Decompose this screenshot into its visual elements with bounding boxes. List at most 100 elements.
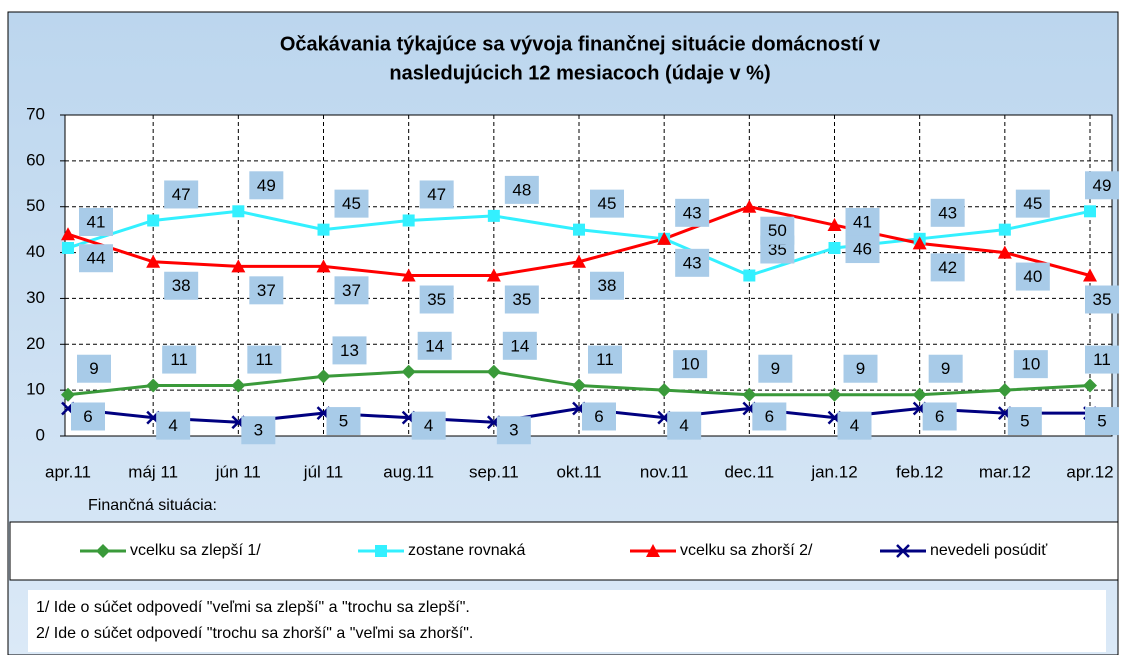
data-label: 38 — [172, 276, 191, 295]
data-label: 10 — [681, 355, 700, 374]
legend-label: vcelku sa zlepší 1/ — [130, 542, 261, 559]
data-label: 38 — [598, 276, 617, 295]
data-label-box — [249, 171, 284, 200]
data-label-box — [249, 276, 284, 305]
data-label: 11 — [596, 350, 614, 369]
data-label-box — [504, 175, 539, 204]
data-label: 9 — [771, 359, 780, 378]
marker — [232, 205, 245, 218]
data-label: 14 — [425, 336, 444, 355]
data-label: 45 — [1023, 194, 1042, 213]
data-label: 35 — [427, 290, 446, 309]
note: 2/ Ide o súčet odpovedí "trochu sa zhorš… — [36, 625, 473, 642]
marker — [573, 223, 585, 236]
data-label: 35 — [512, 290, 531, 309]
data-label: 6 — [83, 407, 92, 426]
marker — [827, 218, 842, 232]
data-label: 11 — [170, 350, 188, 369]
data-label-box — [1015, 262, 1050, 291]
chart-title: Očakávania týkajúce sa vývoja finančnej … — [280, 33, 881, 55]
x-tick-label: dec.11 — [724, 462, 774, 481]
marker — [742, 199, 757, 213]
data-label-box — [79, 244, 113, 273]
y-tick-label: 0 — [36, 425, 45, 444]
data-label: 48 — [512, 180, 531, 199]
data-label-box — [930, 198, 965, 227]
data-label-box — [164, 271, 199, 300]
data-label: 46 — [853, 240, 872, 259]
data-label-box — [332, 336, 367, 365]
data-label: 37 — [342, 281, 361, 300]
marker — [657, 231, 672, 245]
x-tick-label: sep.11 — [469, 462, 519, 481]
data-label-box — [1085, 285, 1119, 314]
marker — [896, 544, 910, 558]
x-tick-label: okt.11 — [556, 462, 601, 481]
x-tick-label: aug.11 — [383, 462, 434, 481]
data-label-box — [1085, 171, 1119, 200]
data-label: 4 — [424, 416, 433, 435]
marker — [572, 254, 586, 268]
y-tick-label: 60 — [26, 150, 45, 169]
legend-item: vcelku sa zhorší 2/ — [630, 542, 813, 559]
legend-title: Finančná situácia: — [88, 497, 217, 514]
marker — [1083, 268, 1097, 282]
data-label: 41 — [853, 212, 872, 231]
y-tick-label: 50 — [26, 196, 45, 215]
data-label: 43 — [683, 203, 702, 222]
y-tick-label: 70 — [26, 104, 45, 123]
data-label: 5 — [339, 412, 348, 431]
marker — [96, 544, 110, 558]
marker — [147, 214, 160, 227]
data-label-box — [496, 416, 531, 445]
x-tick-label: jan.12 — [810, 462, 857, 481]
chart-subtitle: nasledujúcich 12 mesiacoch (údaje v %) — [389, 62, 770, 84]
marker — [146, 378, 161, 393]
data-label: 35 — [1093, 290, 1112, 309]
data-label: 6 — [594, 407, 603, 426]
marker — [231, 259, 246, 273]
data-label-box — [928, 354, 963, 383]
data-label-box — [162, 345, 197, 374]
data-label: 45 — [598, 194, 617, 213]
marker — [572, 378, 586, 393]
data-label-box — [1085, 345, 1119, 374]
data-label-box — [1013, 350, 1048, 379]
data-label: 6 — [935, 407, 944, 426]
marker — [401, 364, 416, 379]
data-label: 4 — [679, 416, 688, 435]
data-label-box — [77, 354, 111, 383]
data-label: 44 — [87, 249, 106, 268]
data-label-box — [411, 411, 446, 440]
data-label: 49 — [257, 176, 276, 195]
data-label-box — [760, 216, 795, 245]
data-label: 4 — [850, 416, 859, 435]
x-tick-label: feb.12 — [896, 462, 943, 481]
marker — [486, 268, 501, 282]
marker — [646, 544, 660, 557]
data-label: 5 — [1097, 412, 1106, 431]
data-label-box — [79, 207, 113, 236]
data-label: 35 — [768, 240, 787, 259]
data-label-box — [675, 198, 710, 227]
data-label-box — [502, 331, 537, 360]
data-label: 14 — [510, 336, 529, 355]
marker — [401, 268, 416, 282]
data-label-box — [334, 276, 369, 305]
data-label-box — [334, 189, 369, 218]
data-label-box — [588, 345, 622, 374]
legend-item: nevedeli posúdiť — [880, 542, 1048, 559]
data-label: 11 — [256, 350, 274, 369]
marker — [997, 245, 1012, 259]
data-label: 10 — [1021, 355, 1040, 374]
data-label: 42 — [938, 258, 957, 277]
marker — [912, 236, 927, 250]
marker — [657, 383, 672, 398]
marker — [743, 269, 756, 282]
data-label-box — [930, 253, 965, 282]
data-label-box — [326, 407, 361, 436]
data-label-box — [758, 354, 793, 383]
data-label: 43 — [938, 203, 957, 222]
data-label: 49 — [1093, 176, 1112, 195]
data-label-box — [164, 180, 199, 209]
